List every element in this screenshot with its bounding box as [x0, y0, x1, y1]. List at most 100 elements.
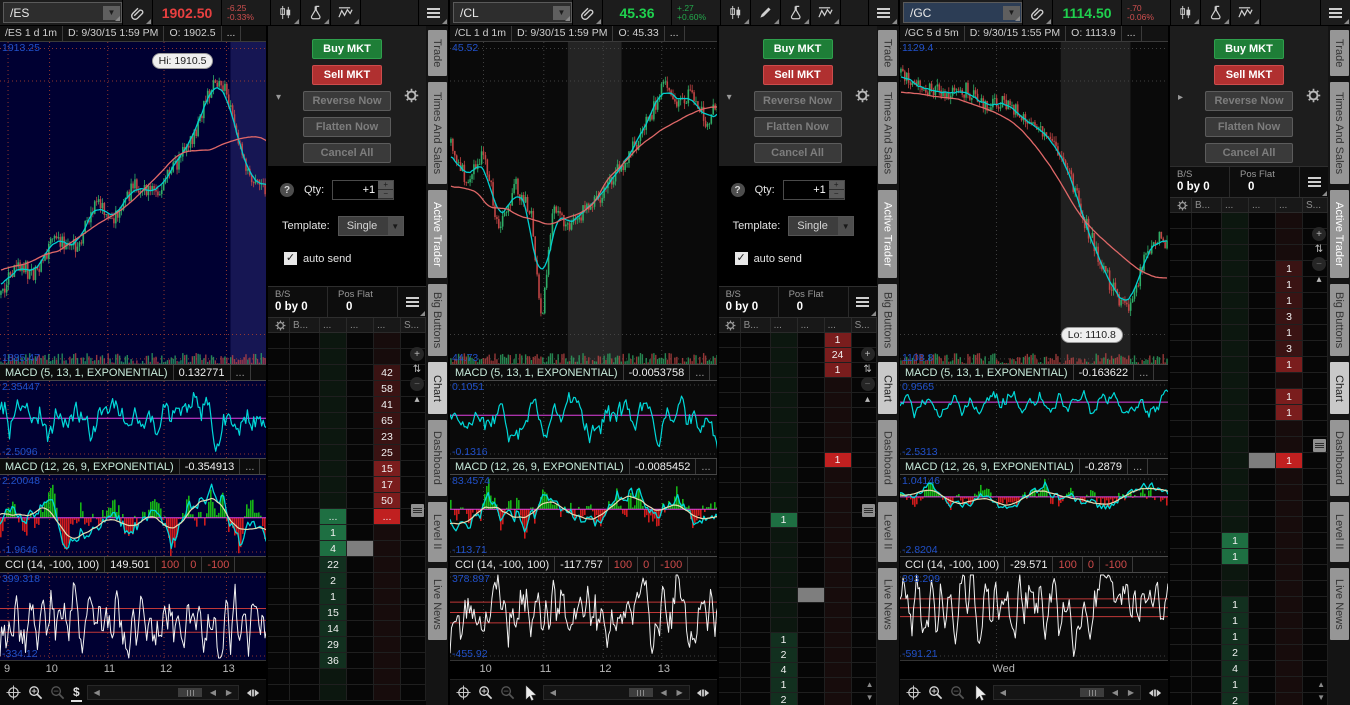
- price-cell[interactable]: [798, 528, 825, 542]
- ladder-cell[interactable]: [1303, 213, 1328, 228]
- ask-size-cell[interactable]: [1276, 629, 1303, 644]
- ladder-cell[interactable]: [719, 543, 741, 557]
- ladder-cell[interactable]: [1170, 277, 1192, 292]
- patterns-icon[interactable]: [810, 0, 840, 25]
- indicator-more[interactable]: ...: [240, 459, 261, 475]
- ask-size-cell[interactable]: [824, 498, 852, 512]
- collapse-chevron-icon[interactable]: ▸: [1178, 92, 1184, 103]
- ladder-menu-icon[interactable]: [397, 287, 426, 317]
- ladder-cell[interactable]: [1192, 245, 1222, 260]
- ladder-cell[interactable]: [741, 333, 771, 347]
- ladder-cell[interactable]: [852, 408, 877, 422]
- bid-size-cell[interactable]: 1: [320, 589, 347, 604]
- zoom-out-icon[interactable]: [49, 684, 66, 701]
- indicator-more[interactable]: ...: [690, 365, 711, 381]
- bid-size-cell[interactable]: 1: [1222, 597, 1249, 612]
- ladder-cell[interactable]: [268, 541, 290, 556]
- ladder-cell[interactable]: [1303, 677, 1328, 692]
- ladder-cell[interactable]: [719, 333, 741, 347]
- bid-size-cell[interactable]: [770, 483, 798, 497]
- ladder-cell[interactable]: [741, 468, 771, 482]
- ladder-zoom-in-icon[interactable]: +: [1312, 227, 1326, 241]
- bid-size-cell[interactable]: 1: [1222, 533, 1249, 548]
- ladder-cell[interactable]: [1192, 565, 1222, 580]
- bid-size-cell[interactable]: 1: [320, 525, 347, 540]
- ladder-cell[interactable]: [290, 365, 320, 380]
- ladder-cell[interactable]: [1303, 277, 1328, 292]
- price-cell[interactable]: [347, 509, 374, 524]
- ladder-scroll-up-icon[interactable]: ▲: [1317, 680, 1325, 689]
- ask-size-cell[interactable]: 1: [1276, 277, 1303, 292]
- ask-size-cell[interactable]: 15: [374, 461, 401, 476]
- bid-size-cell[interactable]: 2: [770, 693, 798, 705]
- price-cell[interactable]: [798, 618, 825, 632]
- bid-size-cell[interactable]: [770, 408, 798, 422]
- ladder-cell[interactable]: [1170, 565, 1192, 580]
- ladder-cell[interactable]: [290, 509, 320, 524]
- ladder-cell[interactable]: [741, 348, 771, 362]
- ladder-cell[interactable]: [290, 557, 320, 572]
- ask-size-cell[interactable]: [824, 603, 852, 617]
- ladder-cell[interactable]: [1303, 549, 1328, 564]
- ladder-cell[interactable]: [852, 438, 877, 452]
- price-cell[interactable]: [1249, 421, 1276, 436]
- bid-size-cell[interactable]: [770, 498, 798, 512]
- bid-size-cell[interactable]: [770, 543, 798, 557]
- price-cell[interactable]: [1249, 501, 1276, 516]
- ladder-cell[interactable]: [852, 333, 877, 347]
- help-icon[interactable]: ?: [280, 183, 294, 197]
- ladder-cell[interactable]: [741, 633, 771, 647]
- ladder-scroll-thumb[interactable]: [861, 504, 875, 518]
- ladder-cell[interactable]: [1303, 373, 1328, 388]
- scroll-left-step[interactable]: ◀: [660, 688, 667, 698]
- qty-input[interactable]: +1 + −: [332, 180, 395, 200]
- ladder-cell[interactable]: [1303, 469, 1328, 484]
- ladder-column-header[interactable]: S...: [401, 318, 426, 332]
- bid-size-cell[interactable]: [1222, 517, 1249, 532]
- ask-size-cell[interactable]: [824, 408, 852, 422]
- ask-size-cell[interactable]: [824, 483, 852, 497]
- ask-size-cell[interactable]: [824, 663, 852, 677]
- ask-size-cell[interactable]: 42: [374, 365, 401, 380]
- ladder-column-header[interactable]: B...: [741, 318, 771, 332]
- price-cell[interactable]: [1249, 357, 1276, 372]
- ladder-column-header[interactable]: ...: [798, 318, 825, 332]
- ladder-cell[interactable]: [1170, 517, 1192, 532]
- ladder-cell[interactable]: [268, 509, 290, 524]
- template-select[interactable]: Single ▼: [788, 216, 855, 236]
- price-cell[interactable]: [798, 348, 825, 362]
- ladder-cell[interactable]: [1303, 325, 1328, 340]
- ladder-cell[interactable]: [741, 363, 771, 377]
- price-cell[interactable]: [347, 653, 374, 668]
- ask-size-cell[interactable]: 3: [1276, 341, 1303, 356]
- cancel-all-button[interactable]: Cancel All: [753, 143, 842, 163]
- ladder-cell[interactable]: [1303, 357, 1328, 372]
- ladder-cell[interactable]: [852, 618, 877, 632]
- studies-flask-icon[interactable]: [300, 0, 330, 25]
- ladder-cell[interactable]: [268, 589, 290, 604]
- gadget-tab-level-ii[interactable]: Level II: [427, 502, 447, 562]
- ladder-cell[interactable]: [268, 493, 290, 508]
- price-cell[interactable]: [1249, 565, 1276, 580]
- ladder-cell[interactable]: [741, 408, 771, 422]
- ask-size-cell[interactable]: 1: [1276, 389, 1303, 404]
- ladder-cell[interactable]: [290, 429, 320, 444]
- bid-size-cell[interactable]: 1: [1222, 549, 1249, 564]
- gear-icon[interactable]: [404, 88, 419, 103]
- zoom-in-icon[interactable]: [27, 684, 44, 701]
- ask-size-cell[interactable]: [824, 573, 852, 587]
- gadget-tab-active-trader[interactable]: Active Trader: [1329, 190, 1349, 278]
- cancel-all-button[interactable]: Cancel All: [303, 143, 391, 163]
- price-cell[interactable]: [798, 663, 825, 677]
- ladder-cell[interactable]: [268, 333, 290, 348]
- sell-market-button[interactable]: Sell MKT: [762, 65, 833, 85]
- ladder-cell[interactable]: [1170, 373, 1192, 388]
- ladder-center-icon[interactable]: ⇅: [412, 363, 422, 375]
- ask-size-cell[interactable]: 3: [1276, 309, 1303, 324]
- ladder-cell[interactable]: [1170, 581, 1192, 596]
- ask-size-cell[interactable]: [824, 678, 852, 692]
- ladder-cell[interactable]: [741, 513, 771, 527]
- price-cell[interactable]: [1249, 325, 1276, 340]
- ask-size-cell[interactable]: [824, 558, 852, 572]
- ask-size-cell[interactable]: 23: [374, 429, 401, 444]
